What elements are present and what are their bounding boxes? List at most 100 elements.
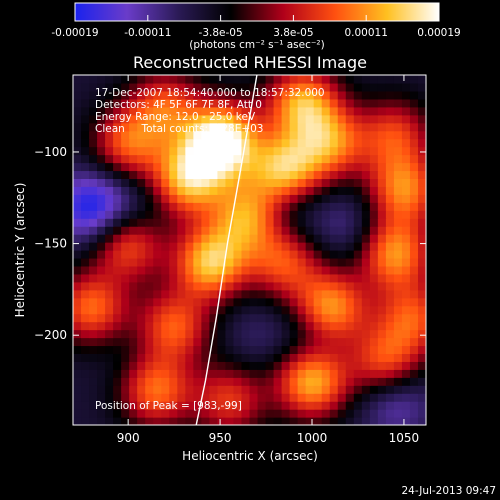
heatmap-cell bbox=[97, 130, 106, 140]
heatmap-cell bbox=[217, 106, 227, 116]
heatmap-cell bbox=[385, 138, 395, 148]
heatmap-cell bbox=[337, 329, 347, 339]
heatmap-cell bbox=[369, 122, 379, 132]
heatmap-cell bbox=[225, 75, 235, 84]
heatmap-cell bbox=[385, 281, 395, 291]
heatmap-cell bbox=[361, 122, 371, 132]
heatmap-cell bbox=[177, 186, 186, 195]
heatmap-cell bbox=[353, 122, 363, 132]
heatmap-cell bbox=[137, 75, 146, 84]
heatmap-cell bbox=[329, 154, 339, 164]
heatmap-cell bbox=[201, 385, 210, 394]
heatmap-cell bbox=[97, 417, 106, 425]
heatmap-cell bbox=[145, 265, 154, 275]
heatmap-cell bbox=[81, 154, 90, 164]
heatmap-cell bbox=[169, 409, 178, 418]
heatmap-cell bbox=[361, 82, 371, 92]
heatmap-cell bbox=[217, 369, 227, 378]
heatmap-cell bbox=[249, 122, 259, 132]
heatmap-cell bbox=[177, 409, 186, 418]
heatmap-cell bbox=[369, 265, 379, 275]
heatmap-cell bbox=[265, 377, 275, 386]
heatmap-cell bbox=[305, 226, 315, 235]
heatmap-cell bbox=[417, 98, 426, 108]
heatmap-cell bbox=[201, 154, 210, 164]
heatmap-cell bbox=[177, 337, 186, 347]
heatmap-cell bbox=[241, 409, 251, 418]
heatmap-cell bbox=[313, 417, 323, 425]
heatmap-cell bbox=[321, 122, 331, 132]
heatmap-cell bbox=[401, 377, 411, 386]
heatmap-cell bbox=[265, 130, 275, 140]
heatmap-cell bbox=[113, 289, 122, 299]
heatmap-cell bbox=[321, 114, 331, 124]
heatmap-cell bbox=[217, 401, 227, 410]
heatmap-cell bbox=[177, 202, 186, 211]
heatmap-cell bbox=[225, 130, 235, 140]
x-tick-label: 1050 bbox=[389, 431, 420, 445]
heatmap-cell bbox=[313, 377, 323, 386]
heatmap-cell bbox=[337, 202, 347, 211]
heatmap-cell bbox=[281, 218, 291, 227]
annotation-energy: Energy Range: 12.0 - 25.0 keV bbox=[95, 111, 256, 123]
heatmap-cell bbox=[353, 377, 363, 386]
heatmap-cell bbox=[377, 114, 387, 124]
heatmap-cell bbox=[177, 146, 186, 156]
heatmap-cell bbox=[369, 90, 379, 100]
heatmap-cell bbox=[217, 385, 227, 394]
solar-limb-curve bbox=[195, 75, 258, 425]
heatmap-cell bbox=[185, 250, 194, 259]
heatmap-cell bbox=[393, 281, 403, 291]
heatmap-cell bbox=[369, 194, 379, 203]
heatmap-cell bbox=[273, 281, 283, 291]
heatmap-cell bbox=[201, 289, 210, 299]
heatmap-cell bbox=[105, 321, 114, 331]
heatmap-cell bbox=[241, 329, 251, 339]
heatmap-cell bbox=[209, 75, 219, 84]
heatmap-cell bbox=[185, 170, 194, 179]
heatmap-cell bbox=[409, 106, 419, 116]
heatmap-cell bbox=[369, 273, 379, 283]
heatmap-cell bbox=[409, 98, 419, 108]
heatmap-cell bbox=[193, 257, 202, 267]
heatmap-cell bbox=[297, 385, 307, 394]
heatmap-cell bbox=[105, 281, 114, 291]
heatmap-cell bbox=[129, 122, 138, 132]
heatmap-cell bbox=[129, 265, 138, 275]
heatmap-cell bbox=[177, 75, 186, 84]
heatmap-cell bbox=[209, 361, 219, 370]
heatmap-cell bbox=[313, 242, 323, 251]
heatmap-cell bbox=[329, 345, 339, 354]
heatmap-cell bbox=[377, 242, 387, 251]
heatmap-cell bbox=[297, 106, 307, 116]
heatmap-cell bbox=[353, 265, 363, 275]
heatmap-cell bbox=[377, 106, 387, 116]
heatmap-cell bbox=[329, 178, 339, 187]
heatmap-cell bbox=[361, 377, 371, 386]
heatmap-cell bbox=[257, 345, 267, 354]
heatmap-cell bbox=[265, 385, 275, 394]
heatmap-cell bbox=[369, 417, 379, 425]
heatmap-cell bbox=[89, 321, 98, 331]
heatmap-cell bbox=[73, 186, 82, 195]
heatmap-cell bbox=[177, 401, 186, 410]
heatmap-cell bbox=[185, 162, 194, 172]
heatmap-cell bbox=[137, 242, 146, 251]
heatmap-cell bbox=[289, 146, 299, 156]
heatmap-cell bbox=[337, 369, 347, 378]
heatmap-cell bbox=[201, 281, 210, 291]
heatmap-cell bbox=[121, 345, 130, 354]
heatmap-cell bbox=[169, 162, 178, 172]
heatmap-cell bbox=[377, 337, 387, 347]
heatmap-cell bbox=[241, 210, 251, 219]
heatmap-cell bbox=[81, 409, 90, 418]
heatmap-cell bbox=[113, 138, 122, 148]
heatmap-cell bbox=[153, 297, 162, 307]
heatmap-cell bbox=[289, 377, 299, 386]
heatmap-cell bbox=[193, 281, 202, 291]
heatmap-cell bbox=[89, 289, 98, 299]
heatmap-cell bbox=[281, 417, 291, 425]
heatmap-cell bbox=[169, 345, 178, 354]
heatmap-cell bbox=[297, 154, 307, 164]
heatmap-cell bbox=[417, 146, 426, 156]
